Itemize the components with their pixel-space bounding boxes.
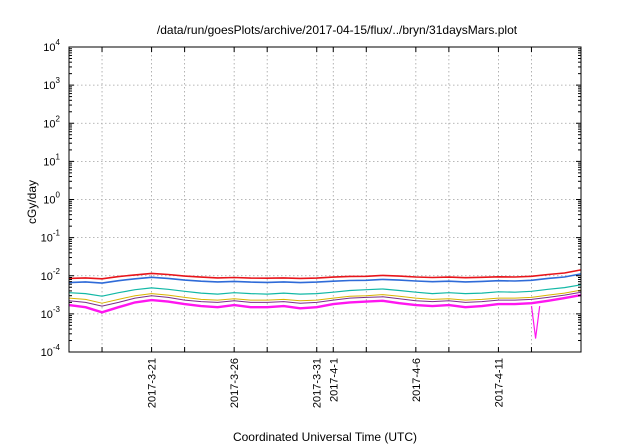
series-line-3 (68, 284, 582, 297)
x-tick-labels: 2017-3-21 2017-3-26 2017-3-31 2017-4-1 2017-… (147, 358, 506, 408)
gridlines (69, 47, 581, 352)
x-tick-label: 2017-4-1 (328, 358, 340, 402)
x-tick-label: 2017-4-11 (493, 358, 505, 407)
series-line-4 (68, 289, 582, 304)
y-axis-label: cGy/day (25, 180, 39, 224)
x-axis-label: Coordinated Universal Time (UTC) (233, 430, 417, 444)
axis-ticks (69, 46, 581, 353)
series-line-6 (68, 293, 582, 314)
y-tick-label: 10-2 (41, 267, 61, 283)
y-tick-label: 104 (43, 38, 60, 54)
x-tick-label: 2017-3-31 (312, 358, 324, 408)
series-line-1 (68, 269, 582, 280)
y-tick-label: 103 (43, 76, 60, 92)
series-layer (68, 269, 582, 339)
chart-title: /data/run/goesPlots/archive/2017-04-15/f… (157, 23, 518, 37)
series-line-2 (68, 273, 582, 284)
y-tick-label: 10-4 (41, 343, 61, 359)
y-tick-label: 10-3 (41, 305, 61, 321)
series-line-7 (530, 306, 541, 339)
y-tick-label: 102 (43, 114, 60, 130)
series-line-5 (68, 291, 582, 307)
y-tick-labels: 10-4 10-3 10-2 10-1 100 101 102 103 104 (41, 38, 61, 359)
x-tick-label: 2017-3-26 (229, 358, 241, 408)
y-tick-label: 10-1 (41, 229, 61, 245)
x-tick-label: 2017-3-21 (147, 358, 159, 408)
y-tick-label: 100 (43, 191, 60, 207)
x-tick-label: 2017-4-6 (411, 358, 423, 402)
y-tick-label: 101 (43, 152, 60, 168)
